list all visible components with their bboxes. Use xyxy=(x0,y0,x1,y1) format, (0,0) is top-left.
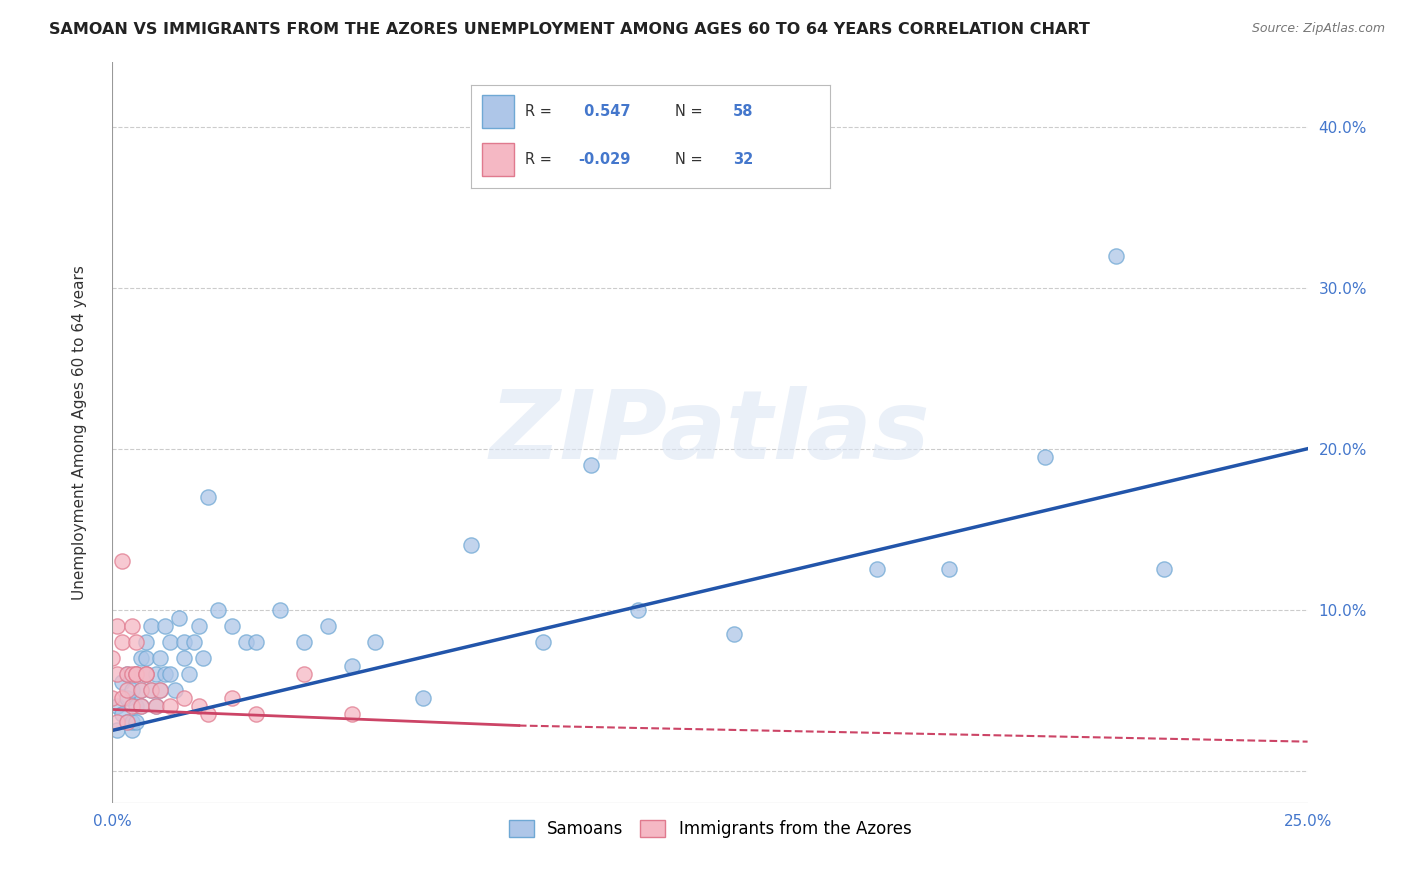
Point xyxy=(139,683,162,698)
Point xyxy=(111,635,134,649)
Point xyxy=(292,667,315,681)
Point xyxy=(105,699,128,714)
Point xyxy=(163,683,186,698)
Point xyxy=(121,619,143,633)
Point xyxy=(145,699,167,714)
Point xyxy=(340,707,363,722)
Point xyxy=(129,651,152,665)
Point xyxy=(111,554,134,568)
Point xyxy=(145,699,167,714)
Point xyxy=(115,691,138,706)
Point xyxy=(115,667,138,681)
Point xyxy=(169,610,191,624)
Point xyxy=(149,651,172,665)
Point xyxy=(292,635,315,649)
Point xyxy=(125,715,148,730)
Point xyxy=(187,699,209,714)
Point xyxy=(115,683,138,698)
Point xyxy=(105,619,128,633)
Point xyxy=(173,691,195,706)
Point xyxy=(235,635,257,649)
Point xyxy=(125,699,148,714)
Point xyxy=(197,490,219,504)
Point xyxy=(129,699,152,714)
Point xyxy=(1033,450,1056,464)
Text: Source: ZipAtlas.com: Source: ZipAtlas.com xyxy=(1251,22,1385,36)
Point xyxy=(269,602,291,616)
Point xyxy=(111,675,134,690)
Point xyxy=(245,635,267,649)
Point xyxy=(129,683,152,698)
Point xyxy=(111,691,134,706)
Point xyxy=(159,667,181,681)
Point xyxy=(316,619,339,633)
Point xyxy=(121,699,143,714)
Point xyxy=(129,699,152,714)
Point xyxy=(105,715,128,730)
Point xyxy=(105,723,128,738)
Point xyxy=(207,602,229,616)
Point xyxy=(531,635,554,649)
Point xyxy=(105,667,128,681)
Point xyxy=(135,667,157,681)
Point xyxy=(866,562,889,576)
Legend: Samoans, Immigrants from the Azores: Samoans, Immigrants from the Azores xyxy=(501,812,920,847)
Point xyxy=(121,723,143,738)
Point xyxy=(159,635,181,649)
Point xyxy=(153,667,176,681)
Point xyxy=(139,683,162,698)
Point xyxy=(129,683,152,698)
Point xyxy=(125,667,148,681)
Point xyxy=(221,619,243,633)
Point xyxy=(1153,562,1175,576)
Y-axis label: Unemployment Among Ages 60 to 64 years: Unemployment Among Ages 60 to 64 years xyxy=(73,265,87,600)
Point xyxy=(412,691,434,706)
Text: SAMOAN VS IMMIGRANTS FROM THE AZORES UNEMPLOYMENT AMONG AGES 60 TO 64 YEARS CORR: SAMOAN VS IMMIGRANTS FROM THE AZORES UNE… xyxy=(49,22,1090,37)
Point xyxy=(125,667,148,681)
Point xyxy=(125,635,148,649)
Point xyxy=(183,635,205,649)
Point xyxy=(135,667,157,681)
Point xyxy=(197,707,219,722)
Point xyxy=(153,619,176,633)
Point xyxy=(115,715,138,730)
Point xyxy=(101,691,124,706)
Point xyxy=(364,635,387,649)
Point xyxy=(121,683,143,698)
Point xyxy=(245,707,267,722)
Point xyxy=(1105,249,1128,263)
Point xyxy=(121,715,143,730)
Point xyxy=(173,651,195,665)
Point xyxy=(121,667,143,681)
Point xyxy=(135,635,157,649)
Point xyxy=(139,619,162,633)
Point xyxy=(938,562,960,576)
Point xyxy=(101,651,124,665)
Point xyxy=(115,715,138,730)
Point xyxy=(627,602,650,616)
Point xyxy=(145,667,167,681)
Text: ZIPatlas: ZIPatlas xyxy=(489,386,931,479)
Point xyxy=(135,667,157,681)
Point xyxy=(149,683,172,698)
Point xyxy=(460,538,482,552)
Point xyxy=(723,627,745,641)
Point xyxy=(173,635,195,649)
Point xyxy=(125,667,148,681)
Point xyxy=(177,667,200,681)
Point xyxy=(579,458,602,472)
Point xyxy=(115,667,138,681)
Point xyxy=(159,699,181,714)
Point xyxy=(187,619,209,633)
Point xyxy=(193,651,215,665)
Point xyxy=(149,683,172,698)
Point xyxy=(135,651,157,665)
Point xyxy=(221,691,243,706)
Point xyxy=(111,707,134,722)
Point xyxy=(340,659,363,673)
